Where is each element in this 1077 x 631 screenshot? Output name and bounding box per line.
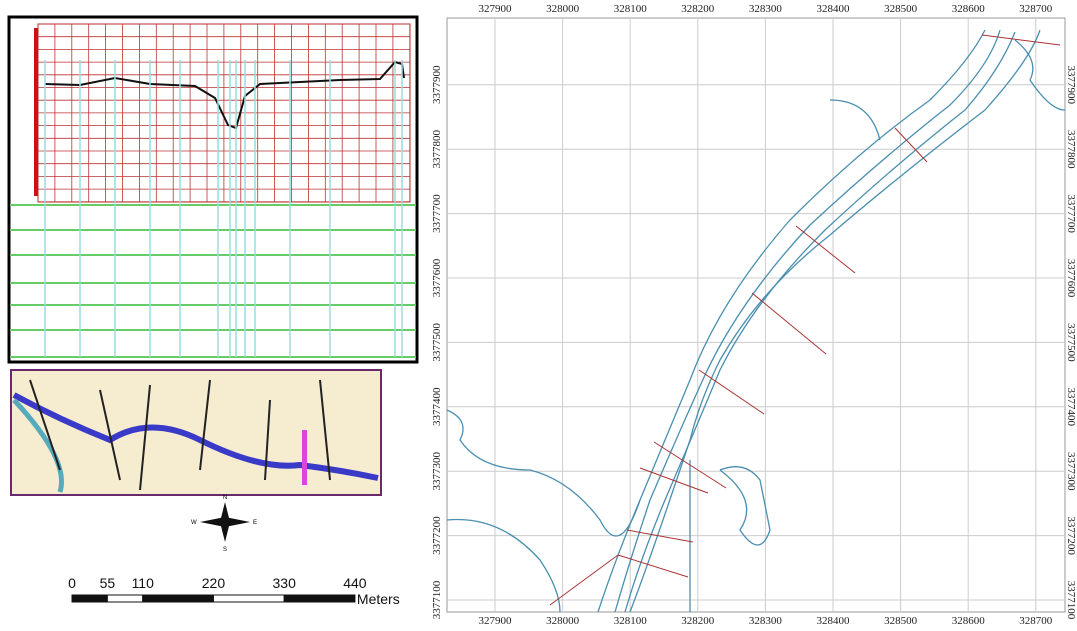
scale-segment (106, 594, 144, 603)
shoreline (446, 518, 561, 613)
x-label-top: 328500 (884, 3, 918, 15)
shoreline (689, 460, 771, 612)
y-label-right: 3377200 (1065, 516, 1077, 555)
scale-label: 220 (202, 575, 226, 591)
x-label-top: 327900 (479, 3, 513, 15)
section-line (626, 529, 694, 543)
river-bank (629, 29, 1041, 613)
map-grid: 327900 327900 328000 328000 328100 328100 3282… (431, 3, 1077, 627)
scale-label: 110 (132, 575, 155, 591)
x-label-top: 328200 (681, 3, 715, 15)
x-label-top: 328300 (749, 3, 783, 15)
profile-table (10, 60, 416, 358)
river-bank (624, 31, 1016, 613)
x-label-bottom: 328600 (952, 615, 986, 627)
inset-lines (29, 379, 331, 491)
y-label-right: 3377400 (1065, 388, 1077, 427)
x-label-bottom: 328700 (1019, 615, 1053, 627)
scale-segment (283, 594, 356, 603)
y-label-right: 3377700 (1065, 194, 1077, 233)
x-label-bottom: 327900 (479, 615, 513, 627)
compass-s: S (223, 547, 227, 553)
x-label-bottom: 328200 (681, 615, 715, 627)
x-label-bottom: 328300 (749, 615, 783, 627)
section-line (639, 467, 709, 494)
section-line (894, 127, 928, 163)
section-line (795, 225, 856, 274)
profile-line (44, 60, 405, 130)
scale-segment (71, 594, 108, 603)
y-label-right: 3377500 (1065, 323, 1077, 362)
scale-segment (142, 594, 214, 603)
inset-marker (302, 430, 307, 485)
x-label-bottom: 328100 (614, 615, 648, 627)
compass-ew (200, 517, 250, 527)
y-label-left: 3377900 (431, 65, 443, 104)
map-frame (446, 17, 1066, 613)
profile-panel (7, 15, 419, 364)
section-line (617, 554, 689, 578)
y-label-right: 3377800 (1065, 130, 1077, 169)
shoreline (446, 409, 641, 537)
inset-map (10, 369, 382, 496)
section-line (751, 292, 827, 355)
x-label-top: 328400 (817, 3, 851, 15)
compass-w: W (191, 520, 197, 526)
section-line (981, 34, 1061, 46)
x-label-bottom: 328500 (884, 615, 918, 627)
cross-sections (549, 34, 1061, 606)
y-label-left: 3377100 (431, 580, 443, 619)
section-line (549, 554, 619, 606)
x-label-top: 328600 (952, 3, 986, 15)
compass-e: E (253, 520, 257, 526)
y-label-left: 3377600 (431, 258, 443, 297)
section-line (653, 441, 727, 489)
y-label-left: 3377200 (431, 516, 443, 555)
y-label-left: 3377500 (431, 323, 443, 362)
y-label-left: 3377300 (431, 451, 443, 490)
x-label-top: 328100 (614, 3, 648, 15)
x-label-bottom: 328000 (546, 615, 580, 627)
y-label-right: 3377900 (1065, 66, 1077, 105)
river-lines (446, 29, 1066, 613)
inset-river (12, 392, 379, 481)
inset-frame (10, 369, 382, 496)
y-label-right: 3377600 (1065, 259, 1077, 298)
y-label-left: 3377700 (431, 194, 443, 233)
x-label-top: 328700 (1019, 3, 1053, 15)
scale-unit: Meters (357, 591, 400, 607)
scale-label: 440 (343, 575, 367, 591)
axis-bar (34, 28, 38, 196)
river-bank (614, 29, 1001, 613)
scale-label: 330 (273, 575, 297, 591)
shoreline (829, 39, 1066, 141)
y-label-right: 3377300 (1065, 452, 1077, 491)
section-line (698, 369, 765, 415)
x-label-top: 328000 (546, 3, 580, 15)
scale-label: 55 (100, 575, 116, 591)
y-label-left: 3377800 (431, 129, 443, 168)
y-label-right: 3377100 (1065, 581, 1077, 620)
y-label-left: 3377400 (431, 387, 443, 426)
main-map: 327900 327900 328000 328000 328100 328100 3282… (431, 3, 1077, 627)
profile-grid (37, 23, 411, 203)
scale-label: 0 (68, 575, 76, 591)
compass-n: N (223, 495, 227, 501)
x-label-bottom: 328400 (817, 615, 851, 627)
scale-segment (212, 594, 285, 603)
compass: N S E W (191, 495, 257, 553)
